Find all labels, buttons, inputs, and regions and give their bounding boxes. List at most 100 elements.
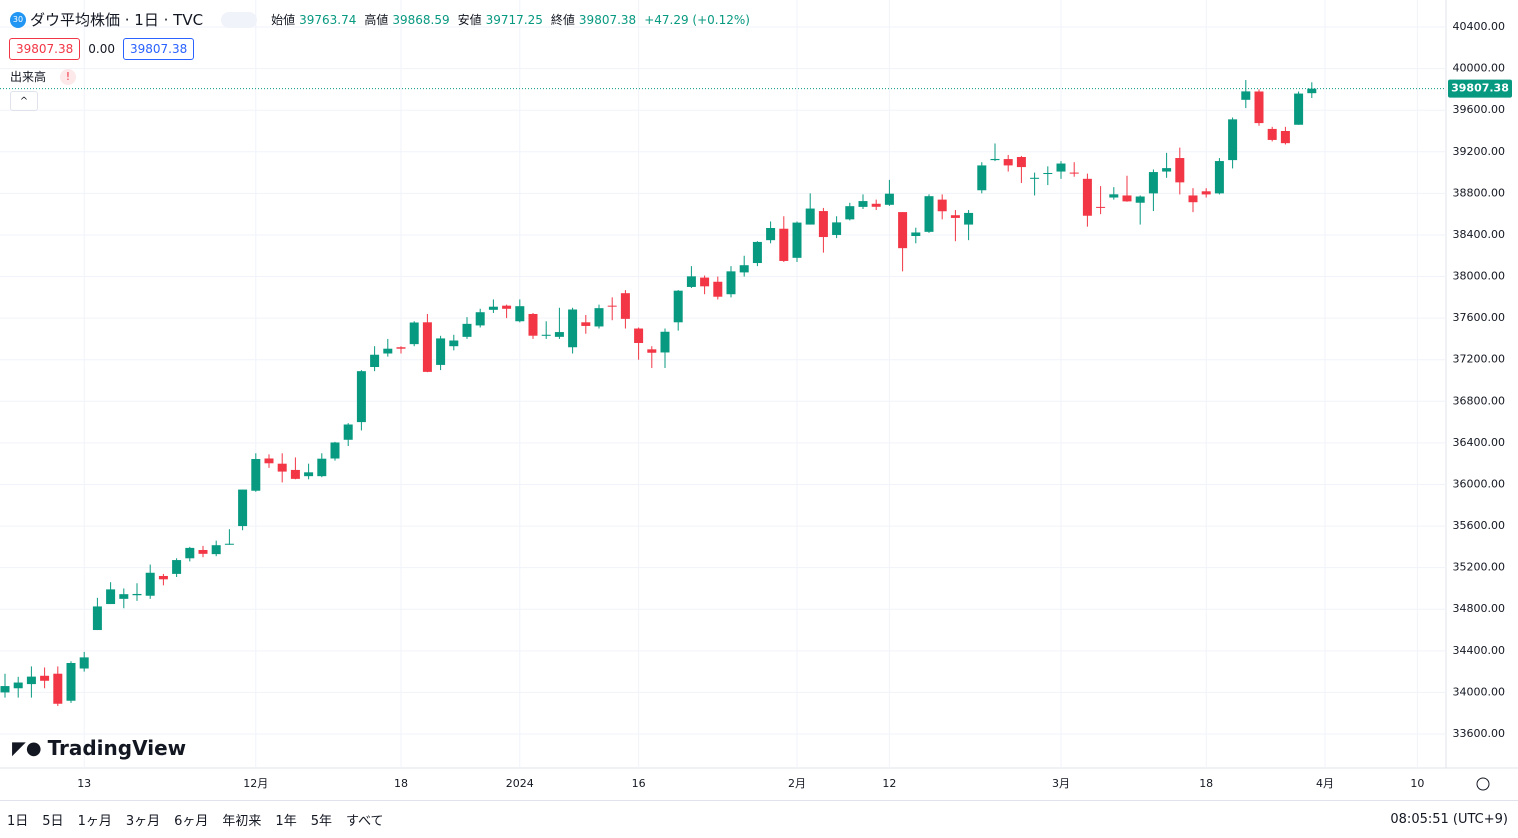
candle-body bbox=[26, 676, 36, 685]
candle-body bbox=[185, 547, 195, 559]
candle-body bbox=[1030, 177, 1040, 179]
candle-body bbox=[119, 594, 129, 599]
candle-body bbox=[581, 322, 591, 326]
price-axis-bg bbox=[1446, 0, 1518, 800]
y-tick-label: 34000.00 bbox=[1453, 685, 1506, 698]
candle-body bbox=[330, 442, 340, 459]
candle-body bbox=[1069, 172, 1079, 174]
range-button[interactable]: 1ヶ月 bbox=[77, 814, 112, 829]
candle-body bbox=[277, 463, 287, 472]
y-tick-label: 38000.00 bbox=[1453, 270, 1506, 283]
y-tick-label: 35200.00 bbox=[1453, 561, 1506, 574]
candle-body bbox=[1294, 93, 1304, 125]
logo-text: TradingView bbox=[47, 736, 187, 760]
warning-icon[interactable]: ! bbox=[60, 68, 77, 85]
range-button[interactable]: 5日 bbox=[42, 814, 64, 829]
range-button[interactable]: 1年 bbox=[275, 814, 297, 829]
candle-body bbox=[172, 560, 182, 574]
low-value: 39717.25 bbox=[485, 12, 543, 27]
candle-body bbox=[409, 322, 419, 345]
close-value: 39807.38 bbox=[578, 12, 637, 27]
range-button[interactable]: 5年 bbox=[310, 814, 332, 829]
symbol-title[interactable]: ダウ平均株価 · 1日 · TVC bbox=[30, 11, 204, 29]
candle-body bbox=[198, 549, 208, 554]
candle-body bbox=[502, 305, 512, 309]
bid-box[interactable]: 39807.38 bbox=[9, 38, 81, 60]
candle-body bbox=[1201, 191, 1211, 195]
candle-body bbox=[1228, 119, 1238, 161]
x-tick-label: 12月 bbox=[243, 777, 268, 790]
x-tick-label: 3月 bbox=[1052, 777, 1070, 790]
candle-body bbox=[317, 458, 327, 477]
open-label: 始値 bbox=[271, 13, 296, 27]
candle-body bbox=[1175, 158, 1185, 183]
x-tick-label: 2月 bbox=[788, 777, 806, 790]
candle-body bbox=[422, 322, 432, 372]
candle-body bbox=[607, 305, 617, 307]
x-tick-label: 16 bbox=[632, 777, 646, 790]
range-button[interactable]: 6ヶ月 bbox=[174, 814, 209, 829]
candle-body bbox=[977, 165, 987, 191]
y-tick-label: 37200.00 bbox=[1453, 353, 1506, 366]
x-tick-label: 10 bbox=[1410, 777, 1424, 790]
candle-body bbox=[964, 212, 974, 225]
candle-body bbox=[1016, 156, 1026, 168]
candle-body bbox=[647, 349, 657, 353]
symbol-header: 30 ダウ平均株価 · 1日 · TVC 始値 39763.74 高値 39868.… bbox=[10, 9, 754, 30]
candle-body bbox=[462, 323, 472, 337]
candle-body bbox=[1307, 88, 1317, 94]
spread: 0.00 bbox=[88, 42, 115, 56]
candle-body bbox=[40, 675, 50, 681]
ask-box[interactable]: 39807.38 bbox=[122, 38, 195, 60]
candle-body bbox=[568, 309, 578, 348]
candle-body bbox=[488, 306, 498, 310]
candle-body bbox=[1109, 194, 1119, 198]
x-tick-label: 18 bbox=[1199, 777, 1213, 790]
x-tick-label: 13 bbox=[77, 777, 91, 790]
volume-row: 出来高 ! bbox=[10, 68, 77, 85]
range-button[interactable]: 1日 bbox=[7, 814, 29, 829]
candle-body bbox=[145, 572, 155, 596]
candle-body bbox=[106, 589, 116, 605]
candle-body bbox=[1214, 161, 1224, 194]
candle-body bbox=[53, 673, 63, 704]
settings-icon[interactable] bbox=[1476, 777, 1490, 791]
candle-body bbox=[1148, 172, 1158, 194]
candle-body bbox=[515, 306, 525, 322]
y-tick-label: 34400.00 bbox=[1453, 644, 1506, 657]
candle-body bbox=[713, 281, 723, 297]
candle-body bbox=[832, 222, 842, 235]
range-button[interactable]: すべて bbox=[345, 814, 384, 829]
x-tick-label: 18 bbox=[394, 777, 408, 790]
candle-body bbox=[79, 657, 89, 669]
chart: 33600.00 34000.00 34400.00 34800.00 35200.00… bbox=[0, 0, 1518, 800]
volume-label[interactable]: 出来高 bbox=[10, 70, 47, 84]
y-tick-label: 39600.00 bbox=[1453, 103, 1506, 116]
status-pill[interactable] bbox=[221, 11, 258, 28]
candle-body bbox=[1280, 130, 1290, 144]
candle-body bbox=[370, 354, 380, 368]
candle-body bbox=[211, 545, 221, 555]
candle-body bbox=[224, 543, 234, 545]
clock[interactable]: 08:05:51 (UTC+9) bbox=[1390, 812, 1508, 827]
candle-body bbox=[818, 211, 828, 238]
candle-body bbox=[528, 313, 538, 336]
candle-body bbox=[251, 459, 261, 491]
candle-body bbox=[158, 575, 168, 580]
range-button[interactable]: 3ヶ月 bbox=[125, 814, 161, 829]
collapse-button[interactable]: ^ bbox=[10, 91, 38, 111]
candle-body bbox=[356, 371, 366, 423]
y-tick-label: 36000.00 bbox=[1453, 477, 1506, 490]
y-tick-label: 33600.00 bbox=[1453, 727, 1506, 740]
logo[interactable]: ◤● TradingView bbox=[12, 736, 187, 760]
change-value: +47.29 (+0.12%) bbox=[644, 12, 750, 27]
candle-body bbox=[924, 196, 934, 232]
range-button[interactable]: 年初来 bbox=[222, 814, 262, 829]
x-tick-label: 4月 bbox=[1316, 777, 1334, 790]
candle-body bbox=[132, 593, 142, 596]
candle-body bbox=[805, 208, 815, 225]
candle-body bbox=[554, 332, 564, 337]
symbol-badge: 30 bbox=[10, 11, 26, 28]
candle-body bbox=[700, 277, 710, 287]
